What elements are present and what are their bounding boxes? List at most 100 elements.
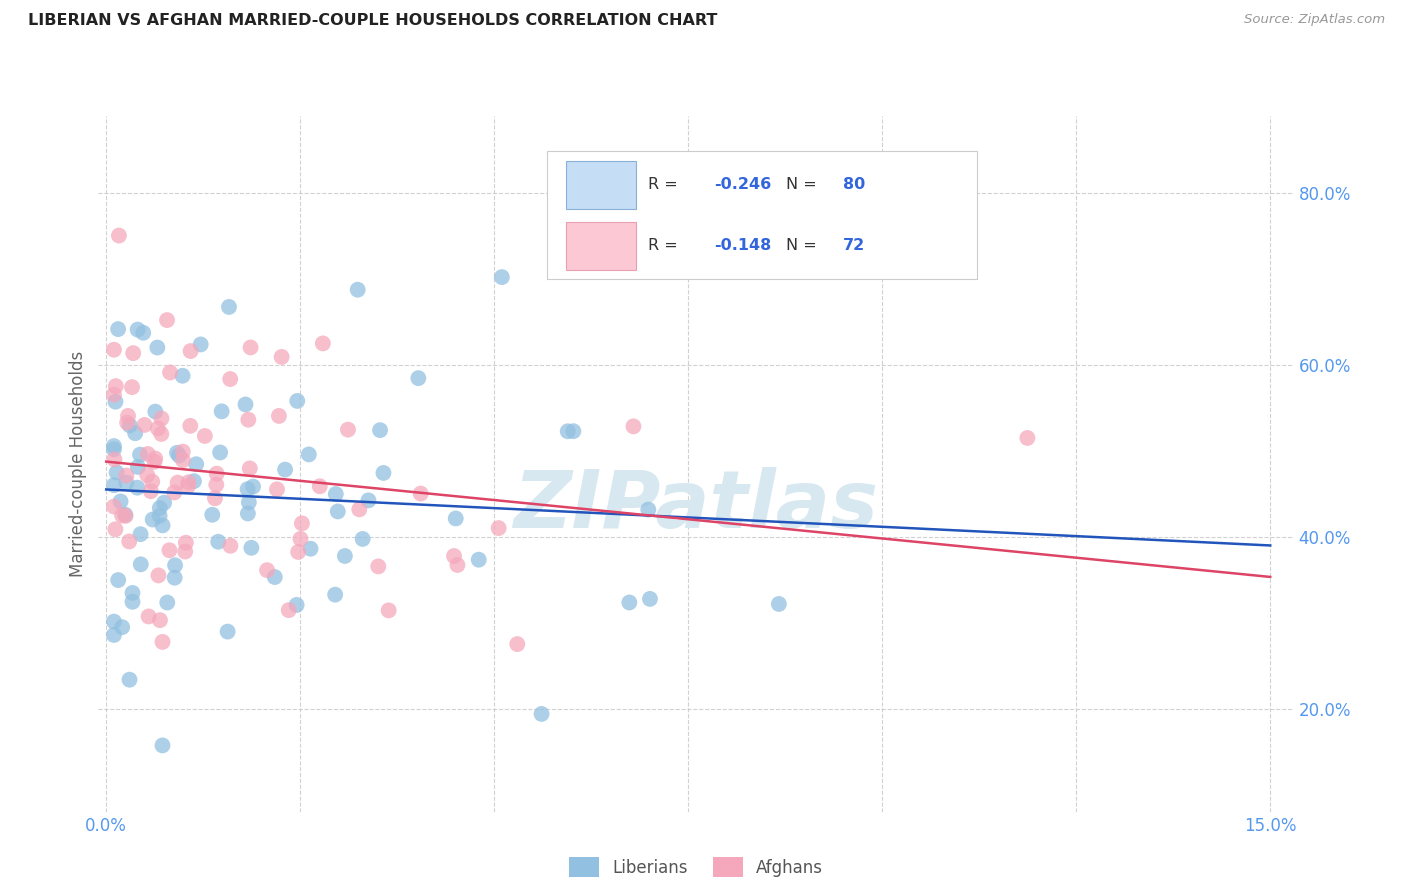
Point bbox=[115, 468, 138, 483]
Text: -0.246: -0.246 bbox=[714, 178, 770, 192]
Point bbox=[240, 541, 263, 555]
Point bbox=[165, 558, 187, 573]
Point bbox=[156, 313, 179, 327]
Point bbox=[619, 595, 641, 609]
Point bbox=[468, 552, 491, 566]
Point bbox=[132, 326, 155, 340]
Point bbox=[179, 418, 201, 433]
Point bbox=[444, 511, 467, 525]
Point bbox=[156, 596, 179, 610]
Point bbox=[152, 739, 174, 753]
Point bbox=[138, 609, 160, 624]
Point bbox=[107, 322, 129, 336]
Point bbox=[204, 491, 226, 506]
Point bbox=[174, 535, 197, 549]
Point bbox=[127, 481, 149, 495]
Point bbox=[142, 512, 165, 526]
Point bbox=[491, 270, 513, 285]
Point bbox=[368, 423, 391, 437]
Point bbox=[277, 603, 299, 617]
Point bbox=[127, 323, 149, 337]
Point bbox=[274, 462, 297, 476]
Point bbox=[357, 493, 380, 508]
Point bbox=[267, 409, 290, 423]
Y-axis label: Married-couple Households: Married-couple Households bbox=[69, 351, 87, 577]
Point bbox=[107, 573, 129, 587]
Point bbox=[236, 507, 259, 521]
Point bbox=[110, 494, 132, 508]
Point bbox=[136, 447, 159, 461]
Point bbox=[238, 495, 260, 509]
Point bbox=[242, 480, 264, 494]
Point bbox=[166, 446, 188, 460]
Point bbox=[122, 346, 145, 360]
Point bbox=[149, 501, 172, 516]
Point bbox=[637, 502, 659, 516]
FancyBboxPatch shape bbox=[565, 161, 636, 209]
Point bbox=[143, 404, 166, 418]
Point bbox=[218, 300, 240, 314]
Point bbox=[143, 451, 166, 466]
Point bbox=[263, 570, 285, 584]
Point bbox=[408, 371, 430, 385]
Point bbox=[141, 475, 163, 489]
Point bbox=[333, 549, 356, 563]
Point bbox=[103, 615, 125, 629]
Point bbox=[239, 461, 262, 475]
Point bbox=[104, 522, 127, 536]
Point bbox=[118, 534, 141, 549]
Point bbox=[488, 521, 510, 535]
Text: R =: R = bbox=[648, 178, 683, 192]
Point bbox=[377, 603, 399, 617]
Point bbox=[623, 419, 645, 434]
Point bbox=[326, 504, 349, 518]
Point bbox=[115, 416, 138, 430]
Point bbox=[346, 283, 368, 297]
Point bbox=[111, 620, 134, 634]
Point bbox=[211, 404, 233, 418]
Point bbox=[121, 380, 143, 394]
Point bbox=[190, 337, 212, 351]
Point bbox=[163, 485, 186, 500]
Point bbox=[103, 387, 125, 401]
Point bbox=[266, 483, 288, 497]
Point bbox=[134, 417, 156, 432]
Point bbox=[150, 411, 173, 425]
Point bbox=[207, 534, 229, 549]
Point bbox=[409, 486, 432, 500]
Point bbox=[205, 477, 228, 491]
Point bbox=[768, 597, 790, 611]
Point bbox=[530, 706, 553, 721]
Point bbox=[127, 459, 149, 474]
Point bbox=[219, 539, 242, 553]
Point bbox=[217, 624, 239, 639]
Point bbox=[159, 366, 181, 380]
Point bbox=[256, 563, 278, 577]
Point bbox=[149, 613, 172, 627]
Point bbox=[177, 479, 200, 493]
Point bbox=[308, 479, 330, 493]
Point bbox=[118, 418, 141, 433]
Point bbox=[103, 442, 125, 457]
Point bbox=[150, 427, 173, 442]
Point bbox=[167, 449, 190, 463]
Point bbox=[219, 372, 242, 386]
Point bbox=[146, 421, 169, 435]
Point bbox=[103, 343, 125, 357]
Point bbox=[166, 475, 188, 490]
Text: ZIPatlas: ZIPatlas bbox=[513, 467, 879, 545]
Point bbox=[270, 350, 292, 364]
Text: 80: 80 bbox=[844, 178, 865, 192]
Point bbox=[312, 336, 335, 351]
Point bbox=[114, 508, 136, 522]
Point bbox=[239, 341, 262, 355]
Point bbox=[235, 397, 257, 411]
Point bbox=[136, 468, 159, 483]
Point bbox=[172, 368, 194, 383]
Point bbox=[111, 508, 134, 523]
Point bbox=[323, 588, 346, 602]
Point bbox=[446, 558, 468, 572]
Point bbox=[201, 508, 224, 522]
Point bbox=[129, 558, 152, 572]
Legend: Liberians, Afghans: Liberians, Afghans bbox=[562, 851, 830, 883]
